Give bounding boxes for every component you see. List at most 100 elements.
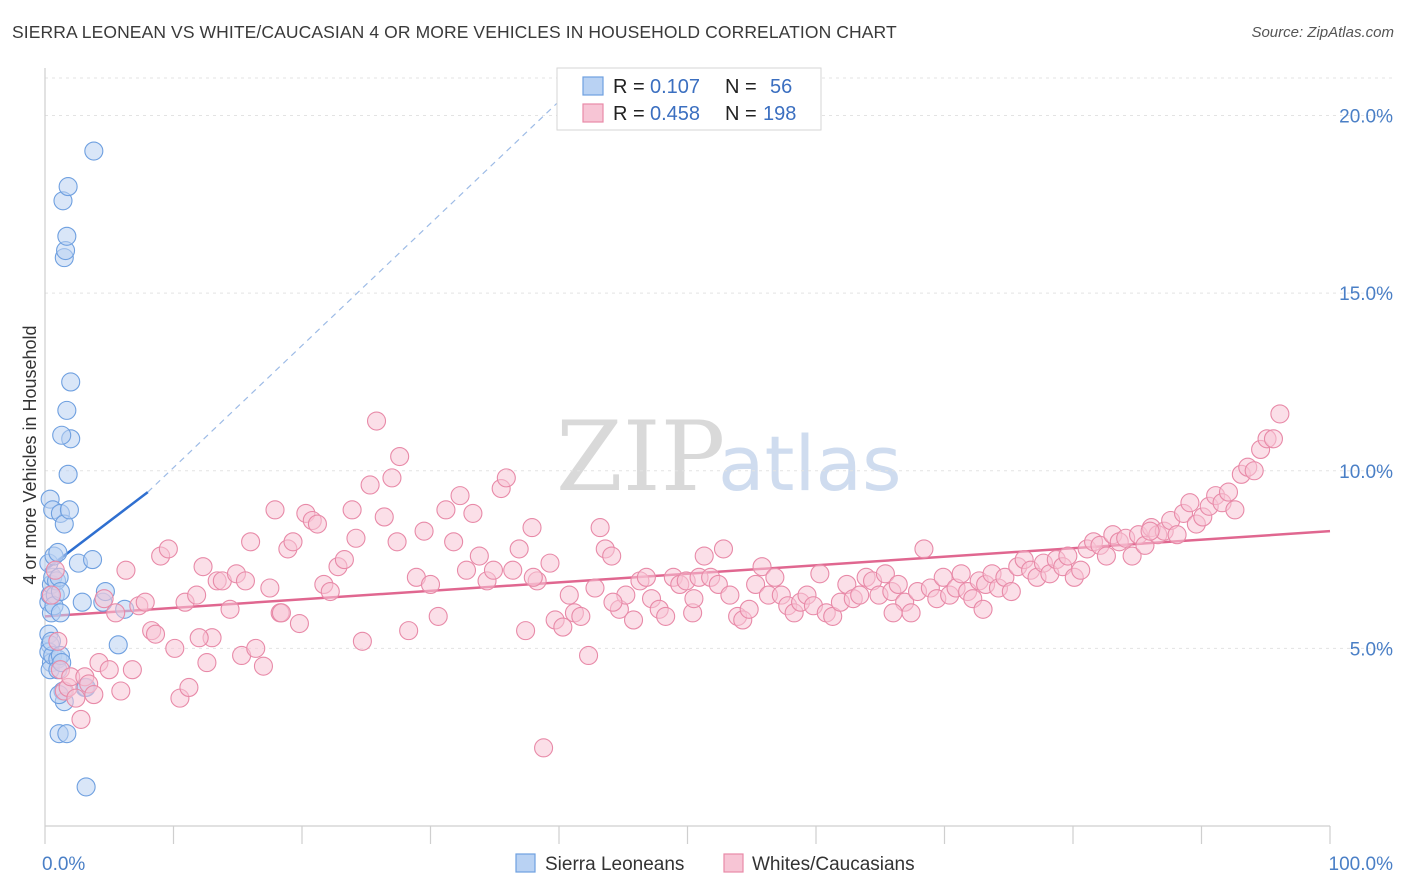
point-white-caucasian	[951, 564, 971, 584]
point-white-caucasian	[428, 606, 448, 626]
series-legend: Sierra Leoneans Whites/Caucasians	[515, 853, 915, 875]
point-white-caucasian	[875, 564, 895, 584]
point-white-caucasian	[260, 578, 280, 598]
point-sierra-leonean	[57, 226, 77, 246]
point-white-caucasian	[99, 660, 119, 680]
point-white-caucasian	[271, 603, 291, 623]
point-white-caucasian	[360, 475, 380, 495]
point-white-caucasian	[1001, 581, 1021, 602]
point-white-caucasian	[45, 560, 65, 580]
point-white-caucasian	[810, 564, 830, 584]
legend-swatch-whites	[582, 103, 604, 123]
point-white-caucasian	[352, 631, 372, 651]
bottom-legend-swatch-sierra-leoneans	[515, 853, 536, 873]
point-white-caucasian	[193, 557, 213, 577]
point-white-caucasian	[720, 585, 740, 605]
point-white-caucasian	[585, 578, 605, 598]
point-white-caucasian	[390, 447, 410, 467]
point-sierra-leonean	[76, 777, 96, 797]
point-white-caucasian	[450, 486, 470, 506]
point-white-caucasian	[973, 599, 993, 619]
point-white-caucasian	[420, 574, 441, 594]
bottom-legend-whites: Whites/Caucasians	[752, 854, 915, 875]
point-white-caucasian	[469, 546, 489, 566]
point-white-caucasian	[883, 603, 903, 623]
point-white-caucasian	[122, 660, 142, 680]
point-sierra-leonean	[57, 400, 77, 420]
point-sierra-leonean	[59, 500, 79, 520]
point-white-caucasian	[623, 610, 644, 630]
y-tick-label: 15.0%	[1339, 284, 1393, 305]
point-white-caucasian	[307, 514, 327, 534]
point-white-caucasian	[579, 645, 599, 666]
x-tick-label-min: 0.0%	[42, 854, 85, 875]
point-white-caucasian	[1096, 546, 1116, 566]
point-white-caucasian	[253, 656, 274, 676]
point-white-caucasian	[145, 624, 166, 644]
point-white-caucasian	[1071, 560, 1091, 580]
point-white-caucasian	[901, 603, 921, 623]
point-white-caucasian	[289, 613, 309, 634]
point-white-caucasian	[283, 532, 303, 552]
point-white-caucasian	[366, 411, 387, 431]
y-axis-label: 4 or more Vehicles in Household	[20, 325, 40, 584]
point-white-caucasian	[320, 581, 340, 602]
legend-n-value-1: 56	[770, 76, 792, 98]
x-tick-label-max: 100.0%	[1329, 854, 1394, 875]
point-white-caucasian	[414, 521, 434, 541]
point-white-caucasian	[48, 631, 68, 651]
point-white-caucasian	[179, 677, 199, 698]
point-white-caucasian	[382, 468, 402, 488]
point-white-caucasian	[739, 599, 759, 619]
correlation-legend: R = 0.107 N = 56 R = 0.458 N = 198	[556, 67, 822, 131]
point-white-caucasian	[71, 709, 91, 729]
legend-r-value-2: 0.458	[650, 103, 700, 125]
point-white-caucasian	[334, 550, 354, 570]
y-tick-label: 5.0%	[1350, 639, 1393, 660]
data-points	[39, 141, 1290, 797]
point-sierra-leonean	[48, 542, 68, 563]
point-white-caucasian	[503, 560, 523, 580]
point-white-caucasian	[197, 653, 217, 673]
point-white-caucasian	[135, 592, 155, 612]
point-white-caucasian	[1270, 404, 1290, 424]
point-white-caucasian	[522, 518, 542, 538]
point-sierra-leonean	[108, 635, 128, 655]
point-white-caucasian	[483, 560, 504, 580]
point-white-caucasian	[374, 507, 394, 527]
point-white-caucasian	[684, 589, 704, 609]
point-white-caucasian	[888, 574, 908, 594]
point-white-caucasian	[94, 589, 114, 609]
point-white-caucasian	[509, 539, 529, 559]
point-white-caucasian	[220, 599, 240, 619]
point-white-caucasian	[1140, 521, 1160, 541]
point-white-caucasian	[265, 500, 285, 520]
legend-r-label-1: R =	[613, 76, 645, 98]
point-white-caucasian	[84, 685, 104, 705]
point-white-caucasian	[235, 571, 256, 591]
point-white-caucasian	[241, 532, 261, 552]
point-white-caucasian	[534, 738, 554, 758]
watermark-atlas: atlas	[718, 419, 902, 508]
legend-n-value-2: 198	[763, 103, 796, 125]
point-white-caucasian	[1244, 461, 1264, 481]
point-sierra-leonean	[58, 464, 78, 484]
point-white-caucasian	[694, 546, 714, 566]
point-white-caucasian	[553, 617, 573, 637]
point-white-caucasian	[66, 688, 86, 708]
point-white-caucasian	[1263, 429, 1284, 449]
legend-r-value-1: 0.107	[650, 76, 700, 98]
point-white-caucasian	[765, 567, 785, 587]
point-white-caucasian	[746, 574, 766, 594]
point-white-caucasian	[436, 500, 456, 520]
point-white-caucasian	[559, 585, 579, 605]
point-white-caucasian	[387, 532, 407, 552]
point-sierra-leonean	[50, 603, 70, 623]
point-white-caucasian	[523, 567, 543, 587]
point-white-caucasian	[602, 546, 622, 566]
point-white-caucasian	[187, 585, 207, 605]
point-white-caucasian	[1167, 525, 1187, 545]
point-sierra-leonean	[84, 141, 104, 161]
point-white-caucasian	[590, 518, 610, 538]
